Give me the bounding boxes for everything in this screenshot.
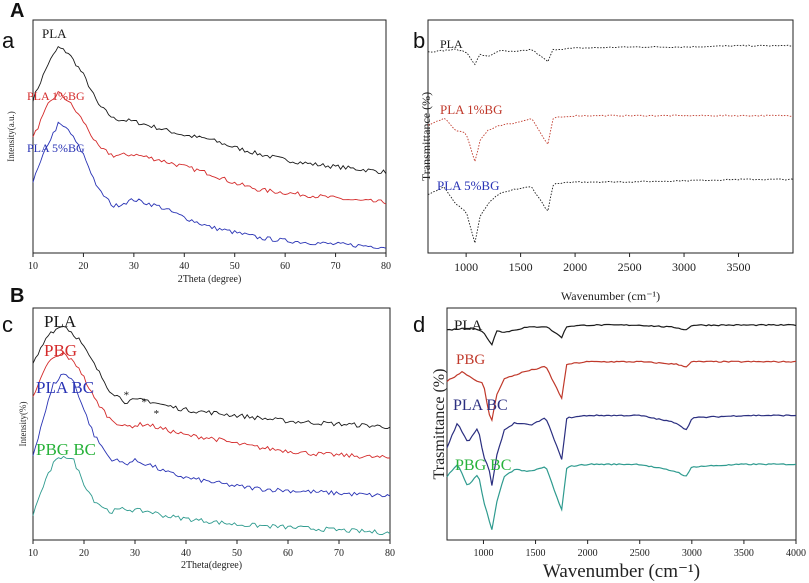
x-tick-label-d: 1000 [473,548,493,559]
series-line-b-1 [427,114,794,163]
x-tick-label-a: 80 [381,261,391,272]
series-line-b-2 [427,178,794,244]
series-label-c-1: PBG [44,341,77,360]
series-label-b-2: PLA 5%BG [437,178,499,193]
x-tick-label-d: 3000 [682,548,702,559]
series-line-a-0 [32,45,387,175]
x-axis-label-b: Wavenumber (cm⁻¹) [561,289,660,303]
x-tick-label-c: 70 [334,548,344,559]
series-line-c-1 [32,351,390,459]
x-tick-label-a: 10 [28,261,38,272]
series-line-c-3 [32,455,391,536]
x-tick-label-c: 50 [232,548,242,559]
x-tick-label-c: 30 [130,548,140,559]
panel-letter-a: a [2,28,15,53]
series-line-c-0 [32,326,391,429]
series-label-b-0: PLA [440,37,463,51]
series-label-b-1: PLA 1%BG [440,102,502,117]
y-axis-label-a: Intensity(a.u.) [6,111,16,161]
series-line-c-2 [32,373,391,498]
series-line-d-0 [446,323,797,346]
series-label-d-1: PBG [456,352,485,368]
series-line-a-1 [32,90,387,205]
x-axis-label-c: 2Theta(degree) [181,560,242,571]
series-line-a-2 [32,121,387,249]
x-tick-label-b: 2000 [563,260,587,274]
plot-frame-d [446,307,797,541]
x-tick-label-d: 2500 [630,548,650,559]
series-label-d-0: PLA [454,318,483,334]
x-tick-label-a: 60 [280,261,290,272]
peak-annotation-1: * [141,397,147,409]
series-label-c-0: PLA [44,312,77,331]
x-tick-label-b: 2500 [618,260,642,274]
series-label-d-3: PBG BC [455,457,511,474]
panel-letter-c: c [2,312,13,337]
x-tick-label-a: 50 [230,261,240,272]
x-tick-label-b: 3500 [727,260,751,274]
y-axis-label-b: Transmittance (%) [419,92,433,181]
series-label-a-1: PLA 1%BG [27,89,85,103]
series-line-d-1 [446,360,797,423]
plot-frame-a [32,19,387,254]
x-tick-label-a: 40 [179,261,189,272]
series-label-c-3: PBG BC [36,440,96,459]
plot-frame-c [32,307,391,541]
series-line-d-3 [446,463,797,530]
y-axis-label-c: Intensity(%) [18,402,28,447]
panel-letter-d: d [413,312,426,337]
x-tick-label-d: 2000 [578,548,598,559]
x-tick-label-d: 1500 [526,548,546,559]
panel-letter-b: b [413,28,426,53]
x-tick-label-c: 10 [28,548,38,559]
x-tick-label-c: 20 [79,548,89,559]
plot-frame-b [427,19,794,254]
x-tick-label-c: 40 [181,548,191,559]
x-tick-label-a: 30 [129,261,139,272]
x-axis-label-a: 2Theta (degree) [178,274,242,285]
x-axis-label-d: Wavenumber (cm⁻¹) [543,561,700,582]
series-label-a-2: PLA 5%BG [27,141,85,155]
series-line-b-0 [427,44,794,66]
x-tick-label-d: 4000 [786,548,806,559]
series-label-c-2: PLA BC [36,378,94,397]
series-line-d-2 [446,414,797,486]
x-tick-label-c: 80 [385,548,395,559]
x-tick-label-b: 1500 [509,260,533,274]
x-tick-label-d: 3500 [734,548,754,559]
section-a-label: A [10,0,25,22]
x-tick-label-a: 70 [331,261,341,272]
series-label-d-2: PLA BC [453,397,508,414]
x-tick-label-c: 60 [283,548,293,559]
peak-annotation-2: * [154,408,160,420]
series-label-a-0: PLA [42,26,67,41]
section-b-label: B [10,285,25,307]
x-tick-label-a: 20 [78,261,88,272]
peak-annotation-0: * [124,390,130,402]
x-tick-label-b: 1000 [454,260,478,274]
x-tick-label-b: 3000 [672,260,696,274]
y-axis-label-d: Trasmittance (%) [431,369,448,480]
